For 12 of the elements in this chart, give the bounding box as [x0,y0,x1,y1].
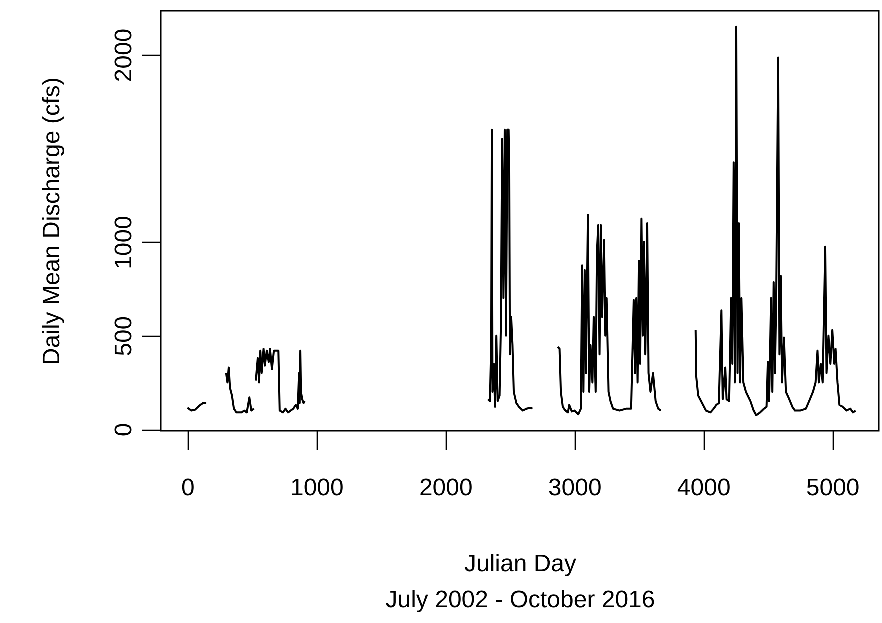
x-tick-label: 0 [182,474,195,502]
x-tick-label: 3000 [548,474,602,502]
x-tick-label: 4000 [677,474,731,502]
x-tick-label: 1000 [290,474,344,502]
y-tick-label: 0 [110,423,138,437]
y-axis-title: Daily Mean Discharge (cfs) [38,77,66,366]
x-axis-title: Julian Day July 2002 - October 2016 [386,550,656,614]
y-tick-label: 1000 [110,216,138,270]
x-tick-label: 5000 [806,474,860,502]
x-tick-label: 2000 [419,474,473,502]
y-tick-label: 2000 [110,28,138,82]
y-tick-label: 500 [110,316,138,356]
